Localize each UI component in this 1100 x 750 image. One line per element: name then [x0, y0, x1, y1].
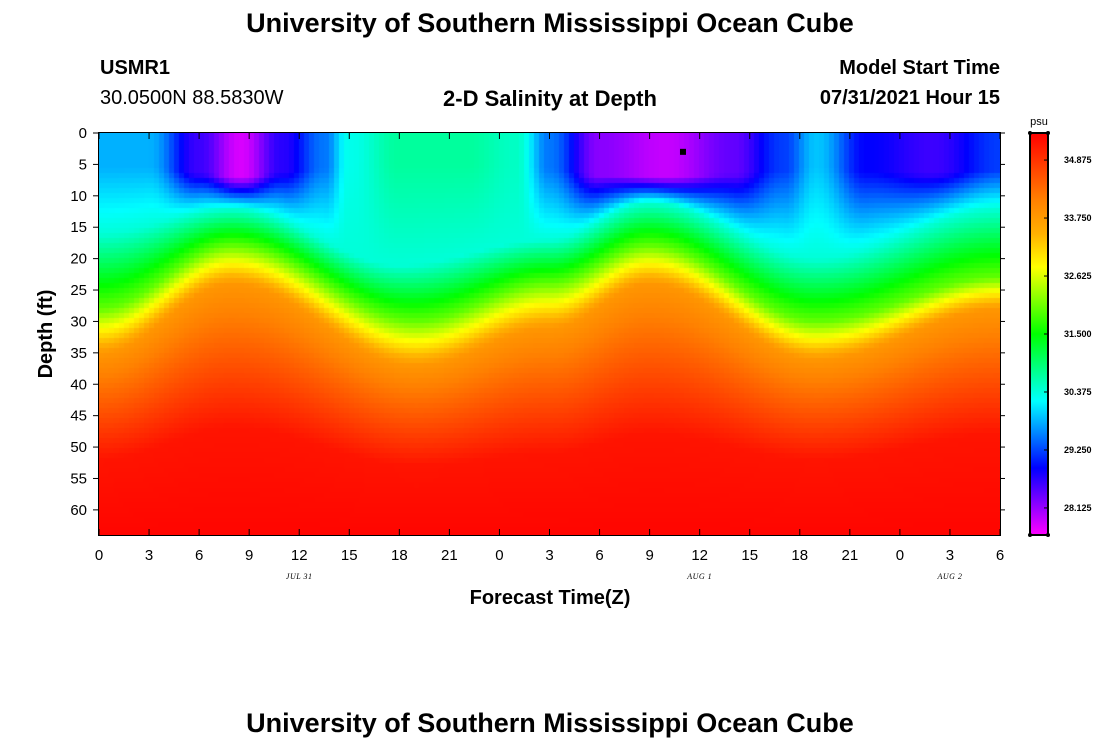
model-start-value: 07/31/2021 Hour 15: [819, 87, 1000, 109]
x-tick-label: 21: [441, 547, 458, 564]
y-tick-label: 5: [79, 156, 87, 173]
x-tick-label: 21: [841, 547, 858, 564]
x-tick-label: 3: [946, 547, 954, 564]
colorbar-tick-label: 31.500: [1064, 329, 1092, 339]
station-coordinates: 30.0500N 88.5830W: [100, 87, 284, 109]
marker: [679, 148, 686, 155]
y-tick-label: 25: [70, 282, 87, 299]
date-label: AUG 1: [686, 572, 712, 581]
x-tick-label: 3: [145, 547, 153, 564]
x-tick-label: 12: [291, 547, 308, 564]
colorbar-corner-dot: [1046, 131, 1050, 135]
x-tick-label: 3: [545, 547, 553, 564]
x-tick-label: 6: [195, 547, 203, 564]
y-tick-label: 30: [70, 313, 87, 330]
page-title: University of Southern Mississippi Ocean…: [246, 8, 854, 38]
x-tick-label: 6: [595, 547, 603, 564]
date-label: JUL 31: [286, 572, 313, 581]
y-tick-label: 35: [70, 345, 87, 362]
y-tick-label: 60: [70, 502, 87, 519]
colorbar-corner-dot: [1028, 533, 1032, 537]
colorbar-tick-label: 32.625: [1064, 271, 1092, 281]
y-axis-title: Depth (ft): [35, 290, 57, 379]
colorbar-tick-label: 30.375: [1064, 387, 1092, 397]
model-start-label: Model Start Time: [839, 57, 1000, 79]
y-tick-label: 50: [70, 439, 87, 456]
x-tick-label: 9: [645, 547, 653, 564]
x-tick-label: 18: [791, 547, 808, 564]
station-id: USMR1: [100, 57, 171, 79]
x-tick-label: 0: [495, 547, 503, 564]
date-label: AUG 2: [936, 572, 962, 581]
footer-title: University of Southern Mississippi Ocean…: [246, 708, 854, 738]
x-axis: 0 3 6 9 12 15 18 21 0 3 6 9 12 15 18 21 0 3 6 JUL 31 AUG 1 AU…: [95, 133, 1004, 581]
x-tick-label: 12: [691, 547, 708, 564]
colorbar-tick-label: 34.875: [1064, 155, 1092, 165]
colorbar-tick-label: 28.125: [1064, 503, 1092, 513]
x-tick-label: 9: [245, 547, 253, 564]
y-tick-label: 45: [70, 408, 87, 425]
colorbar: psu 28.125 29.250 30.375 31.500 32.625 33.750 3…: [1028, 116, 1092, 537]
station-marker: [679, 148, 686, 155]
x-tick-label: 18: [391, 547, 408, 564]
y-axis: 0 5 10 15 20 25 30 35 40 45 50 55 60: [70, 125, 1005, 519]
y-tick-label: 0: [79, 125, 87, 142]
colorbar-corner-dot: [1028, 131, 1032, 135]
chart-subtitle: 2-D Salinity at Depth: [443, 86, 657, 111]
colorbar-tick-label: 33.750: [1064, 213, 1092, 223]
y-tick-label: 20: [70, 251, 87, 268]
colorbar-corner-dot: [1046, 533, 1050, 537]
plot-area: [98, 132, 1001, 536]
x-tick-label: 15: [741, 547, 758, 564]
x-axis-title: Forecast Time(Z): [470, 587, 631, 609]
x-tick-label: 0: [95, 547, 103, 564]
salinity-heatmap: [99, 133, 1000, 535]
x-tick-label: 0: [896, 547, 904, 564]
x-tick-label: 15: [341, 547, 358, 564]
x-tick-label: 6: [996, 547, 1004, 564]
y-tick-label: 55: [70, 470, 87, 487]
colorbar-tick-label: 29.250: [1064, 445, 1092, 455]
y-tick-label: 15: [70, 219, 87, 236]
y-tick-label: 10: [70, 188, 87, 205]
y-tick-label: 40: [70, 376, 87, 393]
colorbar-units: psu: [1030, 116, 1048, 128]
